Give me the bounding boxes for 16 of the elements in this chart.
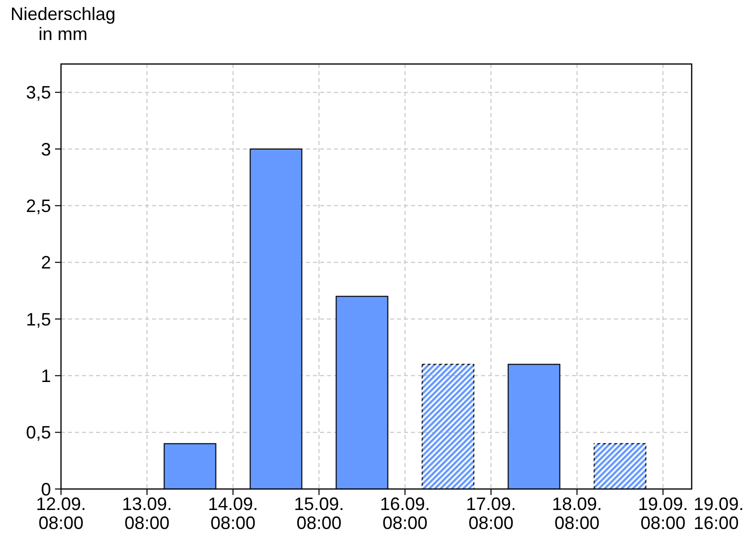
x-tick-label: 17.09. 08:00 — [466, 494, 516, 533]
y-tick-label: 0,5 — [26, 422, 51, 443]
y-tick-label: 1,5 — [26, 309, 51, 330]
y-axis-title: Niederschlag in mm — [10, 4, 116, 44]
y-tick-label: 3 — [40, 139, 51, 160]
y-tick-label: 2 — [40, 252, 51, 273]
y-tick-label: 2,5 — [26, 196, 51, 216]
x-tick-label: 18.09. 08:00 — [552, 494, 602, 533]
y-tick-label: 3,5 — [26, 82, 51, 103]
y-tick-label: 1 — [40, 366, 51, 386]
x-tick-label: 13.09. 08:00 — [122, 494, 172, 533]
x-tick-label: 15.09. 08:00 — [294, 494, 344, 533]
x-tick-label: 16.09. 08:00 — [380, 494, 430, 533]
x-tick-label: 19.09. 08:00 — [638, 494, 688, 533]
text: 19.09. 16:00 — [694, 494, 744, 533]
x-tick-label: 14.09. 08:00 — [208, 494, 258, 533]
